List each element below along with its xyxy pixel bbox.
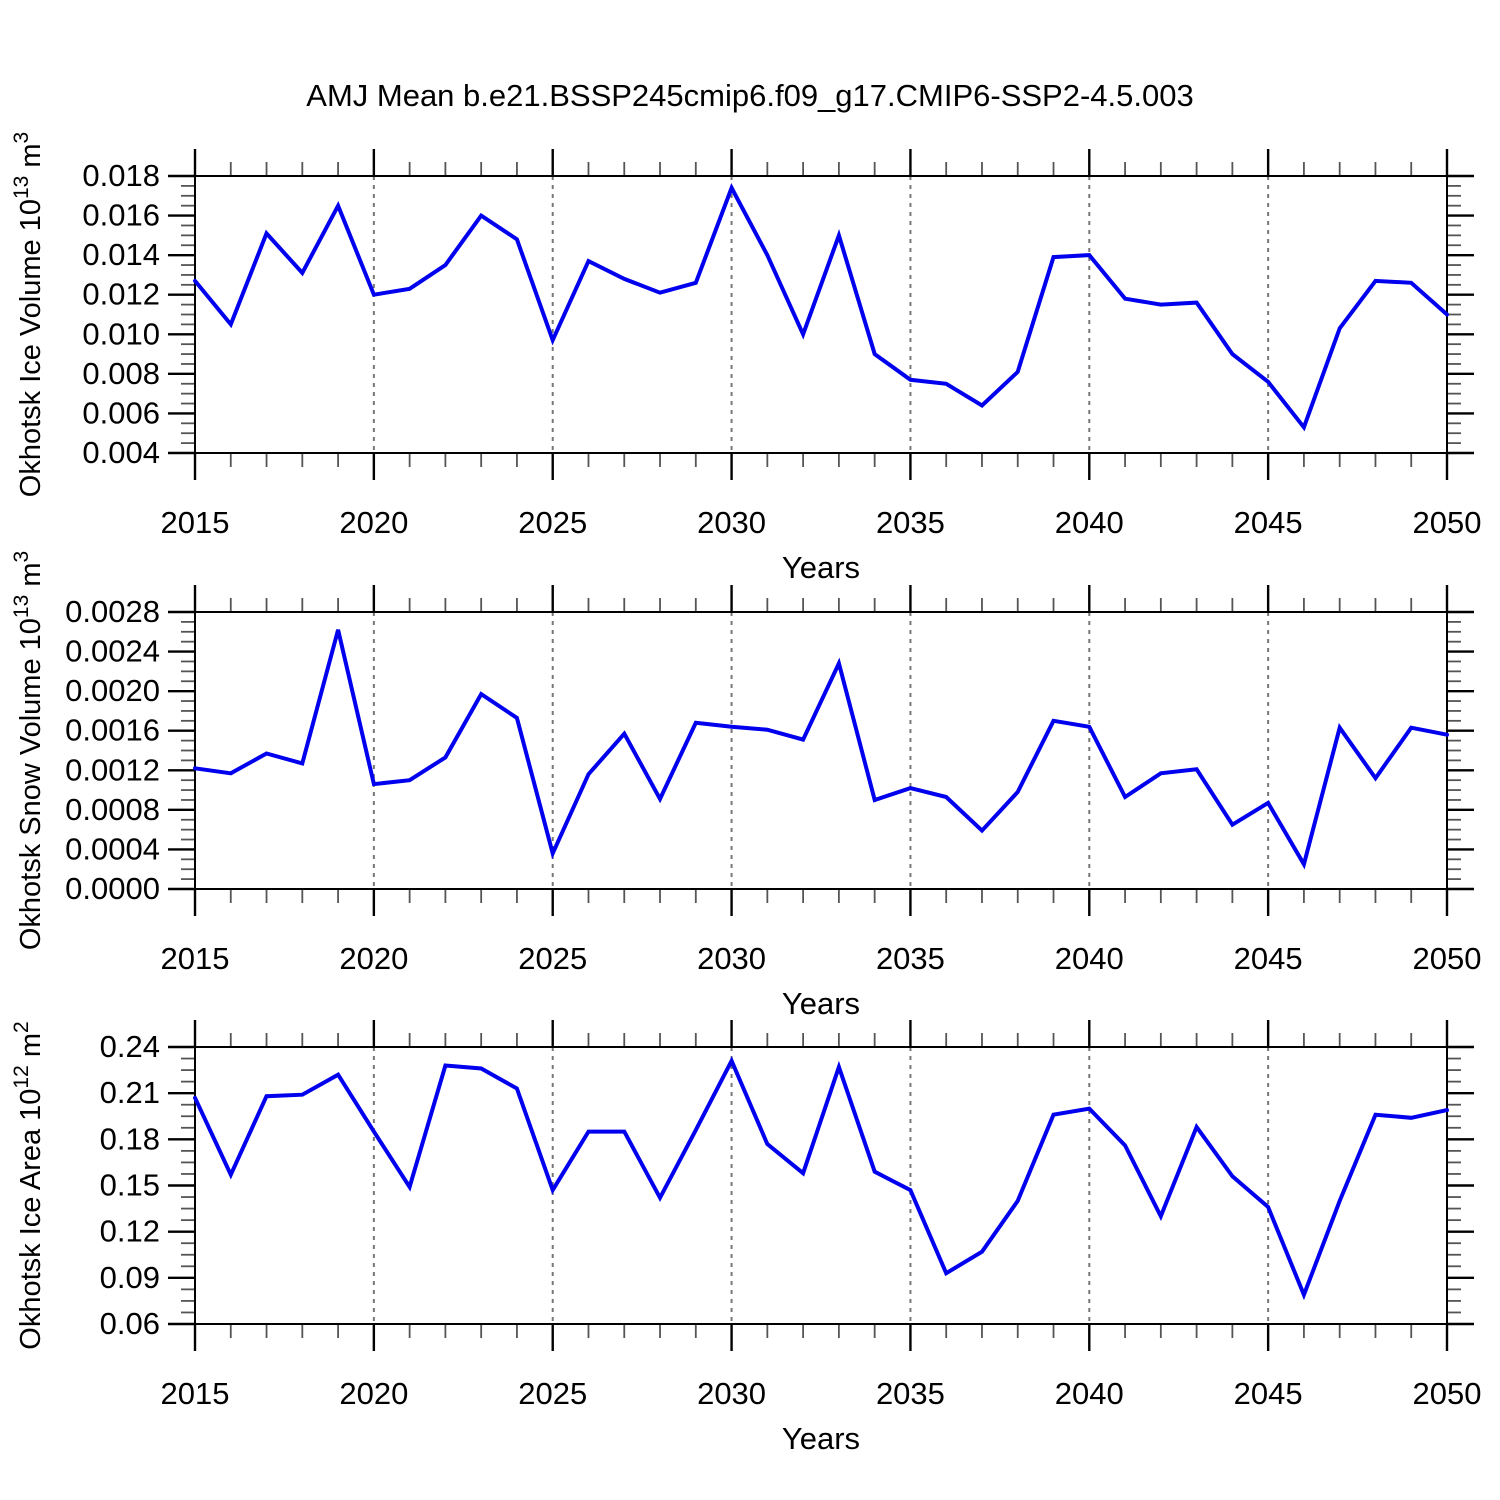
y-tick-label: 0.0020 — [65, 673, 160, 708]
x-tick-label: 2040 — [1055, 505, 1124, 540]
y-tick-label: 0.15 — [100, 1168, 160, 1203]
x-tick-label: 2025 — [518, 505, 587, 540]
ice-area-panel: 0.06 0.09 0.12 0.15 0.18 0.21 0.24 2015 2020 2025… — [10, 1020, 1481, 1456]
ice-volume-line — [193, 183, 1449, 432]
x-axis-label: Years — [782, 1421, 860, 1456]
x-tick-label: 2040 — [1055, 941, 1124, 976]
y-tick-label: 0.0028 — [65, 594, 160, 629]
y-tick-label: 0.012 — [82, 277, 160, 312]
x-tick-label: 2035 — [876, 1376, 945, 1411]
x-tick-label: 2030 — [697, 941, 766, 976]
plot-box — [194, 1046, 1448, 1325]
chart-title: AMJ Mean b.e21.BSSP245cmip6.f09_g17.CMIP… — [306, 78, 1194, 113]
x-tick-label: 2045 — [1234, 505, 1303, 540]
y-tick-label: 0.0004 — [65, 831, 160, 866]
y-tick-label: 0.06 — [100, 1306, 160, 1341]
y-axis-label: Okhotsk Snow Volume 1013 m3 — [10, 551, 47, 950]
x-tick-label: 2040 — [1055, 1376, 1124, 1411]
y-tick-label: 0.0008 — [65, 792, 160, 827]
y-tick-label: 0.0012 — [65, 752, 160, 787]
x-tick-label: 2015 — [161, 1376, 230, 1411]
y-tick-label: 0.016 — [82, 198, 160, 233]
y-tick-label: 0.24 — [100, 1029, 160, 1064]
y-tick-label: 0.0016 — [65, 713, 160, 748]
snow-volume-line — [193, 629, 1449, 870]
y-tick-label: 0.006 — [82, 395, 160, 430]
ice-volume-panel: 0.004 0.006 0.008 0.010 0.012 0.014 0.016 0.018… — [10, 132, 1481, 585]
x-tick-label: 2015 — [161, 505, 230, 540]
plot-box — [194, 611, 1448, 890]
x-tick-label: 2045 — [1234, 1376, 1303, 1411]
x-tick-label: 2025 — [518, 1376, 587, 1411]
x-tick-label: 2025 — [518, 941, 587, 976]
x-tick-label: 2050 — [1413, 1376, 1482, 1411]
x-tick-label: 2050 — [1413, 505, 1482, 540]
x-tick-label: 2020 — [339, 505, 408, 540]
plot-box — [194, 175, 1448, 454]
x-tick-label: 2020 — [339, 1376, 408, 1411]
y-tick-label: 0.008 — [82, 356, 160, 391]
x-tick-label: 2030 — [697, 1376, 766, 1411]
y-tick-label: 0.18 — [100, 1121, 160, 1156]
y-tick-label: 0.018 — [82, 158, 160, 193]
x-tick-label: 2035 — [876, 941, 945, 976]
y-axis-label: Okhotsk Ice Area 1012 m2 — [10, 1021, 47, 1349]
x-tick-label: 2020 — [339, 941, 408, 976]
x-tick-label: 2015 — [161, 941, 230, 976]
x-tick-label: 2030 — [697, 505, 766, 540]
ice-area-line — [193, 1056, 1449, 1301]
y-tick-label: 0.0000 — [65, 871, 160, 906]
y-tick-label: 0.004 — [82, 435, 160, 470]
y-tick-label: 0.09 — [100, 1260, 160, 1295]
x-axis-label: Years — [782, 986, 860, 1021]
x-axis-label: Years — [782, 550, 860, 585]
x-tick-label: 2035 — [876, 505, 945, 540]
y-tick-label: 0.12 — [100, 1214, 160, 1249]
y-axis-label: Okhotsk Ice Volume 1013 m3 — [10, 132, 47, 497]
x-tick-label: 2050 — [1413, 941, 1482, 976]
y-tick-label: 0.014 — [82, 237, 160, 272]
y-tick-label: 0.21 — [100, 1075, 160, 1110]
snow-volume-panel: 0.0000 0.0004 0.0008 0.0012 0.0016 0.0020 0.00… — [10, 551, 1481, 1021]
x-tick-label: 2045 — [1234, 941, 1303, 976]
y-tick-label: 0.010 — [82, 316, 160, 351]
y-tick-label: 0.0024 — [65, 634, 160, 669]
